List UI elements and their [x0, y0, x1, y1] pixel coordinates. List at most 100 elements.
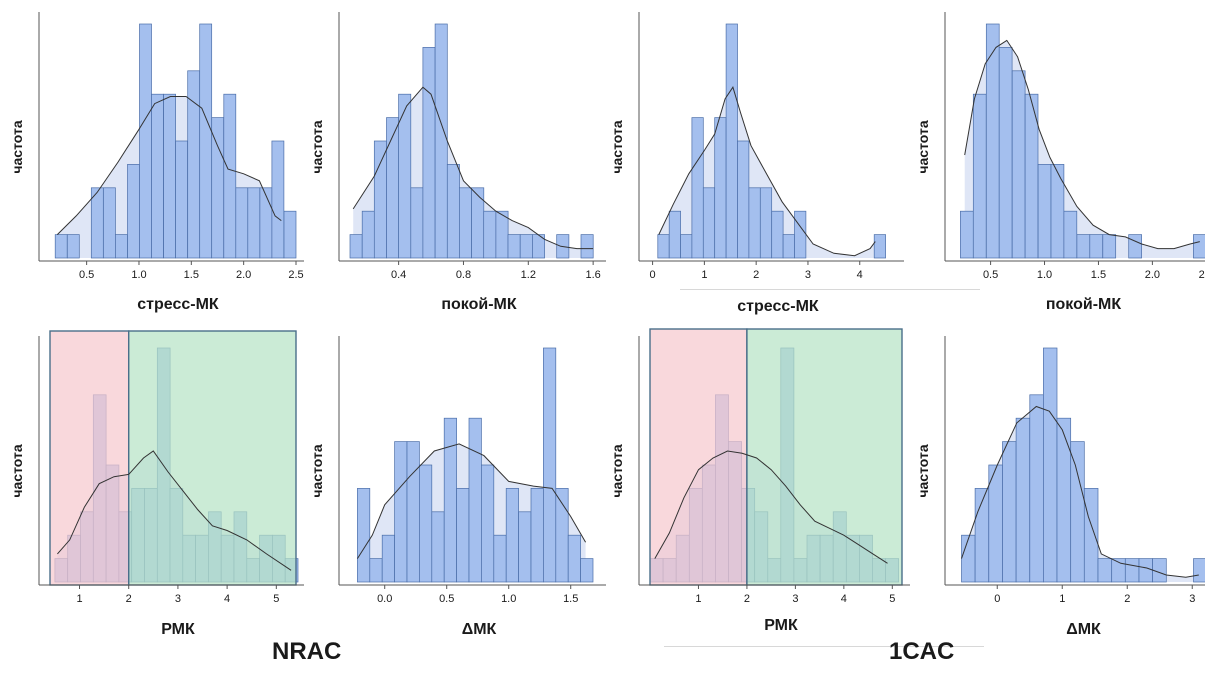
- x-axis-label: ΔМК: [1066, 621, 1101, 638]
- histogram-bar: [989, 465, 1003, 582]
- x-axis-label: покой-МК: [1046, 296, 1122, 313]
- x-tick-label: 1.2: [521, 269, 536, 281]
- histogram-bar: [1038, 164, 1051, 258]
- x-tick-label: 1.0: [501, 593, 516, 605]
- histogram-bar: [543, 348, 555, 582]
- x-tick-label: 1: [701, 269, 707, 281]
- histogram-bar: [457, 488, 469, 582]
- x-tick-label: 2: [744, 593, 750, 605]
- histogram-bar: [1193, 235, 1205, 258]
- y-axis-label: частота: [9, 444, 25, 497]
- histogram-bar: [374, 141, 386, 258]
- histogram-bar: [568, 535, 580, 582]
- histogram-bar: [681, 235, 692, 258]
- x-axis-label: стресс-МК: [737, 298, 819, 315]
- histogram-bar: [738, 141, 749, 258]
- histogram-bar: [200, 24, 212, 258]
- histogram-bar: [1071, 442, 1085, 582]
- histogram-bar: [362, 211, 374, 258]
- histogram-bar: [164, 94, 176, 258]
- x-tick-label: 1: [76, 593, 82, 605]
- low-region-box: [50, 331, 129, 585]
- histogram-bar: [212, 118, 224, 258]
- histogram-bar: [581, 559, 593, 582]
- histogram-bar: [248, 188, 260, 258]
- histogram-bar: [692, 118, 703, 258]
- histogram-bar: [115, 235, 127, 258]
- x-axis-label: РМК: [764, 617, 798, 634]
- histogram-bar: [1077, 235, 1090, 258]
- x-tick-label: 2.5: [1199, 269, 1205, 281]
- histogram-bar: [67, 235, 79, 258]
- group-label-nrac: NRAC: [272, 638, 341, 666]
- x-axis-label: стресс-МК: [137, 296, 219, 313]
- x-tick-label: 2.0: [236, 269, 251, 281]
- histogram-bar: [152, 94, 164, 258]
- x-tick-label: 1.5: [1091, 269, 1106, 281]
- histogram-bar: [1129, 235, 1142, 258]
- histogram-bar: [760, 188, 771, 258]
- histogram-bar: [506, 488, 518, 582]
- histogram-bar: [556, 488, 568, 582]
- histogram-bar: [1125, 559, 1139, 582]
- histogram-bar: [1098, 559, 1112, 582]
- histogram-bar: [703, 188, 714, 258]
- x-tick-label: 2.5: [288, 269, 303, 281]
- histogram-bar: [1084, 488, 1098, 582]
- histogram-bar: [1012, 71, 1025, 258]
- histogram-bar: [350, 235, 362, 258]
- histogram-bar: [272, 141, 284, 258]
- histogram-bar: [726, 24, 737, 258]
- y-axis-label: частота: [309, 444, 325, 497]
- histogram-bar: [519, 512, 531, 582]
- histogram-bar: [484, 211, 496, 258]
- y-axis-label: частота: [9, 120, 25, 173]
- histogram-bar: [1103, 235, 1116, 258]
- histogram-bar: [481, 465, 493, 582]
- histogram-bar: [749, 188, 760, 258]
- histogram-bar: [581, 235, 593, 258]
- histogram-bar: [447, 164, 459, 258]
- histogram-bar: [1139, 559, 1153, 582]
- histogram-bar: [284, 211, 296, 258]
- histogram-bar: [423, 47, 435, 258]
- x-tick-label: 4: [857, 269, 863, 281]
- x-tick-label: 4: [841, 593, 847, 605]
- x-tick-label: 4: [224, 593, 230, 605]
- histogram-bar: [962, 535, 976, 582]
- x-tick-label: 3: [805, 269, 811, 281]
- histogram-bar: [715, 118, 726, 258]
- x-tick-label: 2: [753, 269, 759, 281]
- y-axis-label: частота: [915, 444, 931, 497]
- y-axis-label: частота: [609, 120, 625, 173]
- x-tick-label: 2: [126, 593, 132, 605]
- high-region-box: [747, 329, 902, 585]
- x-tick-label: 1: [1059, 593, 1065, 605]
- y-axis-label: частота: [309, 120, 325, 173]
- histogram-bar: [520, 235, 532, 258]
- histogram-bar: [772, 211, 783, 258]
- histogram-bar: [1043, 348, 1057, 582]
- histogram-bar: [370, 559, 382, 582]
- high-region-box: [129, 331, 296, 585]
- histogram-bar: [435, 24, 447, 258]
- x-tick-label: 5: [889, 593, 895, 605]
- x-axis-label: покой-МК: [441, 296, 517, 313]
- x-axis-label: ΔМК: [462, 621, 497, 638]
- x-tick-label: 3: [175, 593, 181, 605]
- x-tick-label: 0.5: [983, 269, 998, 281]
- histogram-bar: [1030, 395, 1044, 582]
- histogram-bar: [140, 24, 152, 258]
- histogram-bar: [176, 141, 188, 258]
- histogram-bar: [1090, 235, 1103, 258]
- x-tick-label: 1.0: [1037, 269, 1052, 281]
- histogram-bar: [444, 418, 456, 582]
- histogram-bar: [874, 235, 885, 258]
